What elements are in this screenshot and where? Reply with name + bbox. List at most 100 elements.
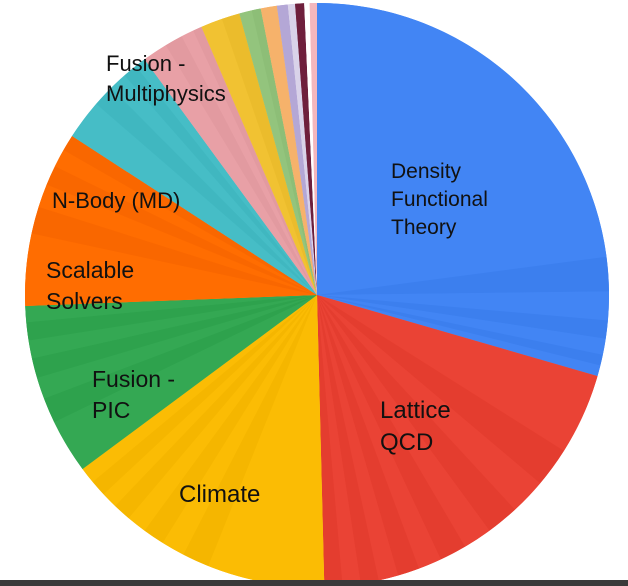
pie-sub-slice [317,295,343,586]
slice-label-line: Multiphysics [106,81,226,106]
slice-label-line: Functional [391,188,488,211]
pie-sub-slice [317,3,607,295]
pie-sub-slice [183,295,317,566]
slice-label: Fusion - PIC [92,366,175,423]
pie-sub-slice [193,26,317,296]
pie-sub-slice [317,295,541,510]
pie-sub-slice [37,295,318,399]
pie-sub-slice [208,295,325,586]
pie-sub-slice [317,256,609,295]
slice-label-line: Climate [179,481,260,508]
pie-slice [72,59,318,295]
slice-label: Lattice QCD [380,397,451,456]
slice-label-line: Fusion - [92,366,175,392]
pie-sub-slice [162,295,317,555]
slice-label: Scalable Solvers [46,257,134,314]
pie-sub-slice [54,150,317,295]
pie-sub-slice [124,66,317,295]
slice-label-line: N-Body (MD) [52,188,180,213]
pie-sub-slice [103,295,317,506]
pie-slice [239,8,317,295]
pie-sub-slice [317,295,606,355]
labels-layer: Density Functional Theory Lattice QCD Climate… [46,51,488,508]
pie-sub-slice [46,166,318,295]
pie-sub-slice [38,184,318,295]
pie-sub-slice [239,10,317,295]
pie-slice [25,136,318,306]
slice-label-line: Density [391,160,462,183]
pie-sub-slice [72,103,317,295]
pie-sub-slice [144,45,317,295]
pie-sub-slice [317,295,379,584]
slice-label-line: QCD [380,429,433,456]
pie-sub-slice [304,3,317,296]
pie-sub-slice [115,295,317,519]
pie-sub-slice [317,295,361,586]
pie-sub-slice [54,295,317,469]
slice-label-line: Lattice [380,397,451,424]
pie-sub-slice [135,59,317,295]
pie-sub-slice [96,87,318,295]
pie-sub-slice [317,295,515,531]
pie-slice [317,295,598,586]
pie-slice [304,3,317,296]
pie-sub-slice [317,295,441,569]
slice-label-line: Solvers [46,288,123,314]
pie-sub-slice [181,30,317,295]
pie-sub-slice [44,295,317,423]
pie-sub-slice [221,13,317,295]
slice-label: N-Body (MD) [52,188,180,213]
pie-sub-slice [317,295,603,366]
pie-slice [309,2,317,295]
pie-sub-slice [25,295,318,323]
pie-sub-slice [317,295,608,339]
pie-sub-slice [28,295,317,359]
pie-sub-slice [31,206,318,295]
pie-slice [82,295,325,586]
bottom-border [0,580,628,586]
pie-sub-slice [92,295,317,495]
slice-label: Fusion - Multiphysics [106,51,226,106]
pie-sub-slice [317,295,399,581]
pie-slice [260,5,317,295]
pie-sub-slice [201,18,317,295]
pie-sub-slice [82,295,317,482]
pie-sub-slice [63,136,318,295]
pie-sub-slice [317,295,598,451]
slice-label-line: PIC [92,397,130,423]
pie-sub-slice [31,295,317,378]
pie-sub-slice [260,5,317,295]
slices-layer [25,2,610,586]
pie-slice [25,295,318,469]
pie-sub-slice [165,36,317,295]
pie-slice [276,4,317,296]
pie-sub-slice [276,4,317,296]
pie-sub-slice [317,295,601,377]
pie-sub-slice [287,3,317,295]
slice-label-line: Theory [391,216,457,239]
pie-sub-slice [317,291,610,321]
pie-slice [287,3,317,295]
pie-sub-slice [317,295,490,547]
slice-label: Density Functional Theory [391,160,488,239]
pie-sub-slice [26,295,317,341]
pie-slice [317,3,610,377]
pie-sub-slice [25,233,318,306]
slice-label: Climate [179,481,260,508]
pie-slice [201,13,317,295]
pie-slice [144,26,317,296]
pie-sub-slice [317,295,564,484]
pie-sub-slice [144,295,317,543]
slice-label-line: Scalable [46,257,134,283]
pie-sub-slice [251,8,317,295]
pie-sub-slice [295,3,317,296]
pie-sub-slice [317,295,419,576]
slice-label-line: Fusion - [106,51,185,76]
pie-slice [295,3,317,296]
pie-sub-slice [309,2,317,295]
pie-sub-slice [111,75,317,295]
pie-sub-slice [128,295,317,531]
pie-sub-slice [317,295,466,560]
